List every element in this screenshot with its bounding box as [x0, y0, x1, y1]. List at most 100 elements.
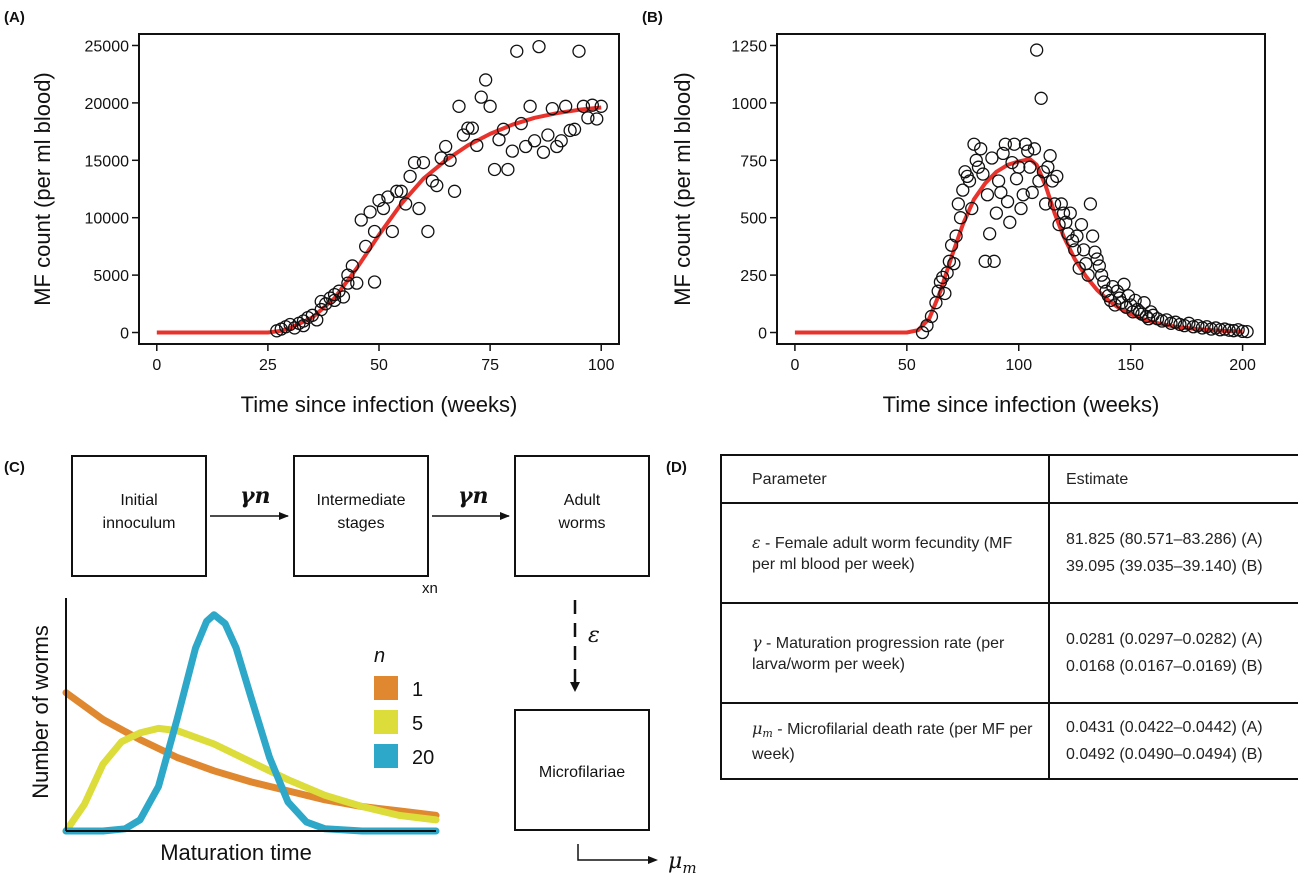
chart-a-ylabel: MF count (per ml blood)	[30, 72, 55, 306]
data-point	[590, 112, 604, 126]
data-point	[572, 44, 586, 58]
table-row: ε - Female adult worm fecundity (MF per …	[720, 502, 1298, 604]
symbol-mu-sub: m	[762, 726, 773, 740]
chart-a-xlabel: Time since infection (weeks)	[241, 392, 518, 417]
data-point	[931, 284, 945, 298]
data-point	[1047, 197, 1062, 211]
data-point	[501, 162, 515, 177]
data-point	[1000, 194, 1015, 209]
x-tick-label: 0	[790, 357, 799, 374]
data-point	[1083, 197, 1098, 211]
param-text-maturation: - Maturation progression rate (per larva…	[752, 634, 1005, 673]
data-point	[1115, 296, 1129, 310]
data-point	[998, 137, 1012, 151]
data-point	[1077, 243, 1091, 257]
estimate-cell-maturation: 0.0281 (0.0297–0.0282) (A) 0.0168 (0.0167…	[1049, 602, 1298, 704]
data-point	[915, 325, 930, 340]
data-point	[1222, 323, 1236, 337]
data-point	[1110, 284, 1124, 298]
data-point	[983, 227, 997, 241]
x-tick-label: 150	[1117, 357, 1144, 374]
data-point	[1072, 261, 1086, 275]
data-point	[1227, 324, 1241, 338]
header-estimate: Estimate	[1049, 454, 1298, 504]
x-tick-label: 25	[259, 357, 277, 374]
estimate-a: 0.0281 (0.0297–0.0282) (A)	[1066, 631, 1263, 648]
data-point	[967, 137, 981, 151]
data-point	[1043, 149, 1057, 163]
data-point	[1088, 245, 1102, 259]
data-point	[1056, 206, 1071, 220]
box-adult-line2: worms	[557, 515, 605, 532]
data-point	[1012, 160, 1026, 174]
chart-b: 0 50 100 150 200 0 250 500 750 1000 1250 Time sinc…	[670, 33, 1266, 417]
data-point	[1128, 293, 1142, 308]
data-point	[1085, 229, 1100, 243]
data-point	[514, 116, 528, 131]
chart-a-frame	[138, 33, 620, 345]
data-point	[1003, 215, 1017, 229]
data-point	[345, 259, 359, 273]
box-intermediate-stages	[293, 455, 429, 577]
multiplier-xn: xn	[422, 580, 438, 597]
data-point	[581, 111, 595, 125]
data-point	[554, 134, 568, 148]
death-arrow	[577, 844, 650, 861]
data-point	[523, 99, 537, 113]
fecundity-label: ε	[588, 623, 600, 648]
chart-b-xlabel: Time since infection (weeks)	[883, 392, 1160, 417]
data-point	[536, 145, 551, 159]
data-point	[1023, 160, 1037, 174]
y-tick-label: 1000	[731, 96, 767, 113]
symbol-gamma: γ	[752, 632, 762, 652]
data-point	[1007, 137, 1021, 151]
data-point	[1213, 323, 1227, 337]
symbol-epsilon: ε	[752, 532, 761, 552]
data-point	[510, 44, 524, 58]
data-point	[1094, 268, 1109, 282]
data-point	[953, 211, 968, 225]
data-point	[416, 155, 431, 170]
panel-label-a: (A)	[4, 9, 25, 26]
data-point	[376, 201, 391, 216]
data-point	[1054, 197, 1068, 211]
chart-a-points	[270, 39, 608, 338]
data-point	[1038, 197, 1053, 211]
header-parameter: Parameter	[720, 454, 1050, 504]
data-point	[1130, 302, 1145, 317]
death-label: μm	[668, 849, 697, 874]
data-point	[965, 201, 979, 216]
data-point	[385, 224, 399, 239]
y-tick-label: 20000	[85, 96, 130, 113]
chart-b-points	[915, 43, 1254, 340]
y-tick-label: 10000	[85, 211, 130, 228]
chart-b-ylabel: MF count (per ml blood)	[670, 72, 695, 306]
data-point	[1081, 268, 1095, 282]
data-point	[1036, 165, 1051, 179]
chart-b-fit-group	[794, 157, 1243, 335]
x-tick-label: 200	[1229, 357, 1256, 374]
chart-b-frame	[776, 33, 1266, 345]
data-point	[336, 290, 351, 304]
chart-c-curves	[62, 611, 440, 835]
data-point	[439, 139, 453, 154]
data-point	[936, 270, 950, 285]
data-point	[496, 122, 511, 136]
death-arrow-head	[648, 856, 658, 864]
panel-label-b: (B)	[642, 9, 663, 26]
data-point	[1030, 43, 1044, 57]
data-point	[594, 99, 608, 113]
data-point	[1065, 234, 1080, 248]
data-point	[541, 128, 555, 142]
data-point	[443, 153, 457, 167]
data-point	[350, 276, 364, 290]
chart-a-fit-group	[156, 105, 602, 335]
data-point	[479, 73, 493, 87]
chart-c-ylabel: Number of worms	[28, 625, 53, 799]
data-point	[1235, 324, 1250, 339]
data-point	[1070, 229, 1084, 243]
data-point	[585, 98, 599, 112]
data-point	[559, 99, 573, 113]
data-point	[359, 239, 373, 254]
